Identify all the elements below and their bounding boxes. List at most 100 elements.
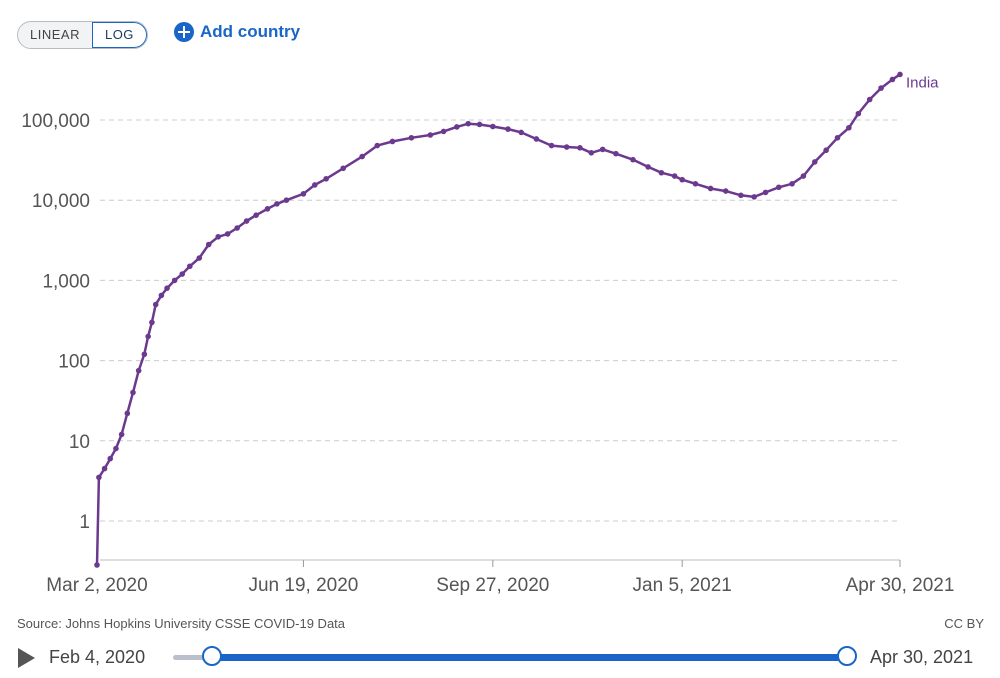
data-point [145, 333, 151, 340]
timeline-start-date: Feb 4, 2020 [49, 647, 146, 667]
data-point [340, 165, 347, 172]
data-point [533, 136, 540, 142]
data-point [878, 85, 884, 91]
data-point [897, 71, 903, 78]
data-point [234, 225, 240, 231]
series-layer: India [94, 71, 939, 568]
data-point [563, 144, 570, 150]
data-point [490, 123, 496, 130]
data-point [738, 192, 744, 199]
data-point [866, 96, 873, 103]
y-tick-label: 1 [79, 512, 90, 533]
data-point [196, 255, 203, 261]
data-point [205, 241, 212, 248]
data-point [408, 134, 415, 141]
timeline-selected-range [212, 654, 848, 661]
data-point [389, 138, 396, 145]
data-point [374, 142, 381, 149]
data-point [800, 173, 807, 179]
license-link[interactable]: CC BY [944, 616, 984, 631]
data-point [311, 182, 318, 188]
data-point [152, 301, 159, 308]
series-label: India [906, 74, 939, 91]
data-point [846, 124, 852, 131]
data-point [658, 169, 665, 176]
data-point [243, 218, 250, 224]
data-point [679, 176, 686, 183]
scale-toggle: LINEAR LOG [17, 21, 148, 49]
x-tick-label: Sep 27, 2020 [436, 575, 549, 596]
y-axis: 1 10 100 1,000 10,000 100,000 [21, 111, 90, 533]
data-point [113, 445, 119, 452]
add-country-label: Add country [200, 22, 301, 41]
data-point [823, 147, 829, 154]
data-point [427, 132, 434, 138]
data-point [599, 146, 606, 153]
line-chart: 1 10 100 1,000 10,000 100,000 Mar 2, 2020 Jun … [21, 71, 955, 596]
y-tick-label: 1,000 [42, 271, 90, 292]
play-icon[interactable] [18, 648, 35, 668]
data-point [811, 159, 818, 165]
timeline-start-handle[interactable] [202, 646, 222, 666]
x-tick-label: Apr 30, 2021 [846, 575, 955, 596]
data-point [300, 191, 307, 197]
data-point [135, 367, 142, 374]
data-point [577, 145, 583, 151]
plus-circle-icon [174, 22, 194, 42]
y-tick-label: 100 [58, 352, 90, 373]
data-point [186, 263, 193, 270]
data-point [645, 164, 651, 170]
data-point [118, 431, 125, 438]
data-point [476, 121, 483, 128]
y-tick-label: 10 [69, 432, 90, 453]
data-point [141, 351, 148, 358]
data-point [130, 389, 136, 396]
data-point [283, 197, 290, 203]
data-point [96, 474, 102, 481]
data-point [274, 201, 280, 207]
data-point [215, 233, 222, 240]
data-point [264, 206, 271, 212]
data-point [889, 76, 896, 83]
timeline-track [173, 655, 213, 660]
data-point [505, 126, 511, 132]
data-point [707, 185, 714, 192]
x-tick-label: Mar 2, 2020 [46, 575, 147, 596]
grid-lines [100, 119, 900, 522]
data-point [164, 285, 170, 291]
x-tick-label: Jan 5, 2021 [633, 575, 732, 596]
data-point [94, 562, 100, 568]
data-point [101, 465, 108, 472]
data-point [179, 271, 186, 277]
series-line-india [95, 73, 901, 566]
timeline-end-date: Apr 30, 2021 [870, 647, 974, 667]
linear-scale-button[interactable]: LINEAR [30, 27, 80, 42]
data-point [834, 134, 841, 141]
data-point [751, 194, 757, 200]
data-point [454, 124, 460, 130]
data-point [548, 142, 555, 149]
data-point [465, 120, 471, 127]
log-scale-button[interactable]: LOG [91, 22, 147, 48]
data-point [762, 189, 769, 196]
data-point [224, 231, 231, 237]
data-point [171, 277, 178, 284]
data-point [253, 212, 259, 219]
data-point [855, 110, 862, 117]
data-point [124, 410, 131, 417]
data-point [671, 173, 678, 179]
data-point [722, 188, 729, 194]
timeline-end-handle[interactable] [837, 646, 857, 666]
data-point [359, 153, 365, 160]
data-point [613, 150, 619, 157]
source-note: Source: Johns Hopkins University CSSE CO… [17, 616, 346, 631]
data-point [107, 455, 114, 462]
add-country-button[interactable]: Add country [174, 22, 300, 42]
data-point [588, 149, 595, 156]
data-point [789, 181, 795, 187]
x-axis: Mar 2, 2020 Jun 19, 2020 Sep 27, 2020 Jan 5… [46, 559, 955, 596]
data-point [518, 129, 525, 136]
data-point [440, 128, 447, 135]
data-point [158, 292, 165, 299]
y-tick-label: 100,000 [21, 111, 90, 132]
